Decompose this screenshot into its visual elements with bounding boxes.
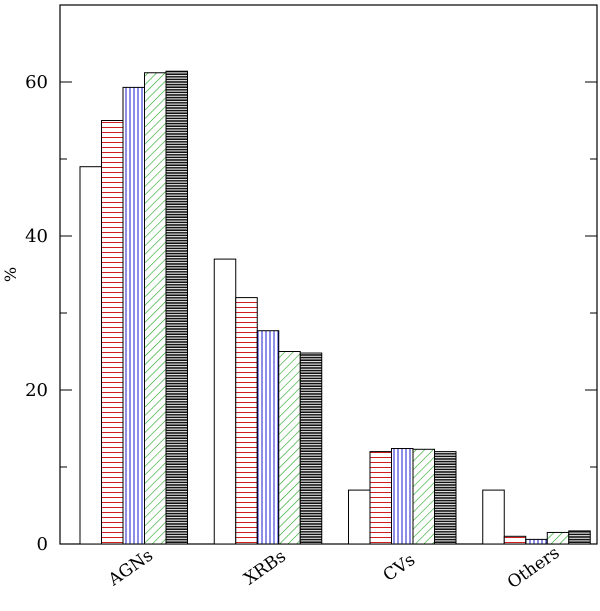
bar-agns-s2 [101,120,124,545]
bar-agns-s3 [122,86,145,545]
bars-group [79,70,591,545]
y-axis-label: % [1,267,20,282]
bar-xrbs-s1 [213,258,237,545]
bar-cvs-s3 [391,448,414,545]
bar-others-s2 [503,535,527,545]
y-tick-label: 40 [25,226,48,247]
x-tick-label-xrbs: XRBs [241,546,290,589]
bar-agns-s4 [144,72,167,545]
bar-xrbs-s4 [278,351,301,545]
axes-frame [59,4,598,545]
bar-others-s1 [482,489,505,545]
bar-cvs-s2 [369,451,392,545]
bar-others-s4 [546,531,570,545]
y-tick-label: 20 [25,380,48,401]
x-tick-label-others: Others [504,543,564,593]
bar-others-s3 [525,538,548,545]
bar-cvs-s5 [434,451,457,545]
bar-others-s5 [568,530,591,545]
y-tick-label: 0 [37,534,48,555]
bar-xrbs-s3 [256,330,280,545]
x-tick-label-cvs: CVs [380,550,419,586]
x-tick-label-agns: AGNs [104,546,157,591]
bar-agns-s5 [165,70,188,545]
plot-frame [59,4,598,545]
y-tick-label: 60 [25,72,48,93]
bar-agns-s1 [79,166,102,545]
bar-cvs-s4 [412,448,435,545]
bar-xrbs-s5 [299,352,323,545]
bar-xrbs-s2 [235,297,258,545]
bar-cvs-s1 [348,489,371,545]
